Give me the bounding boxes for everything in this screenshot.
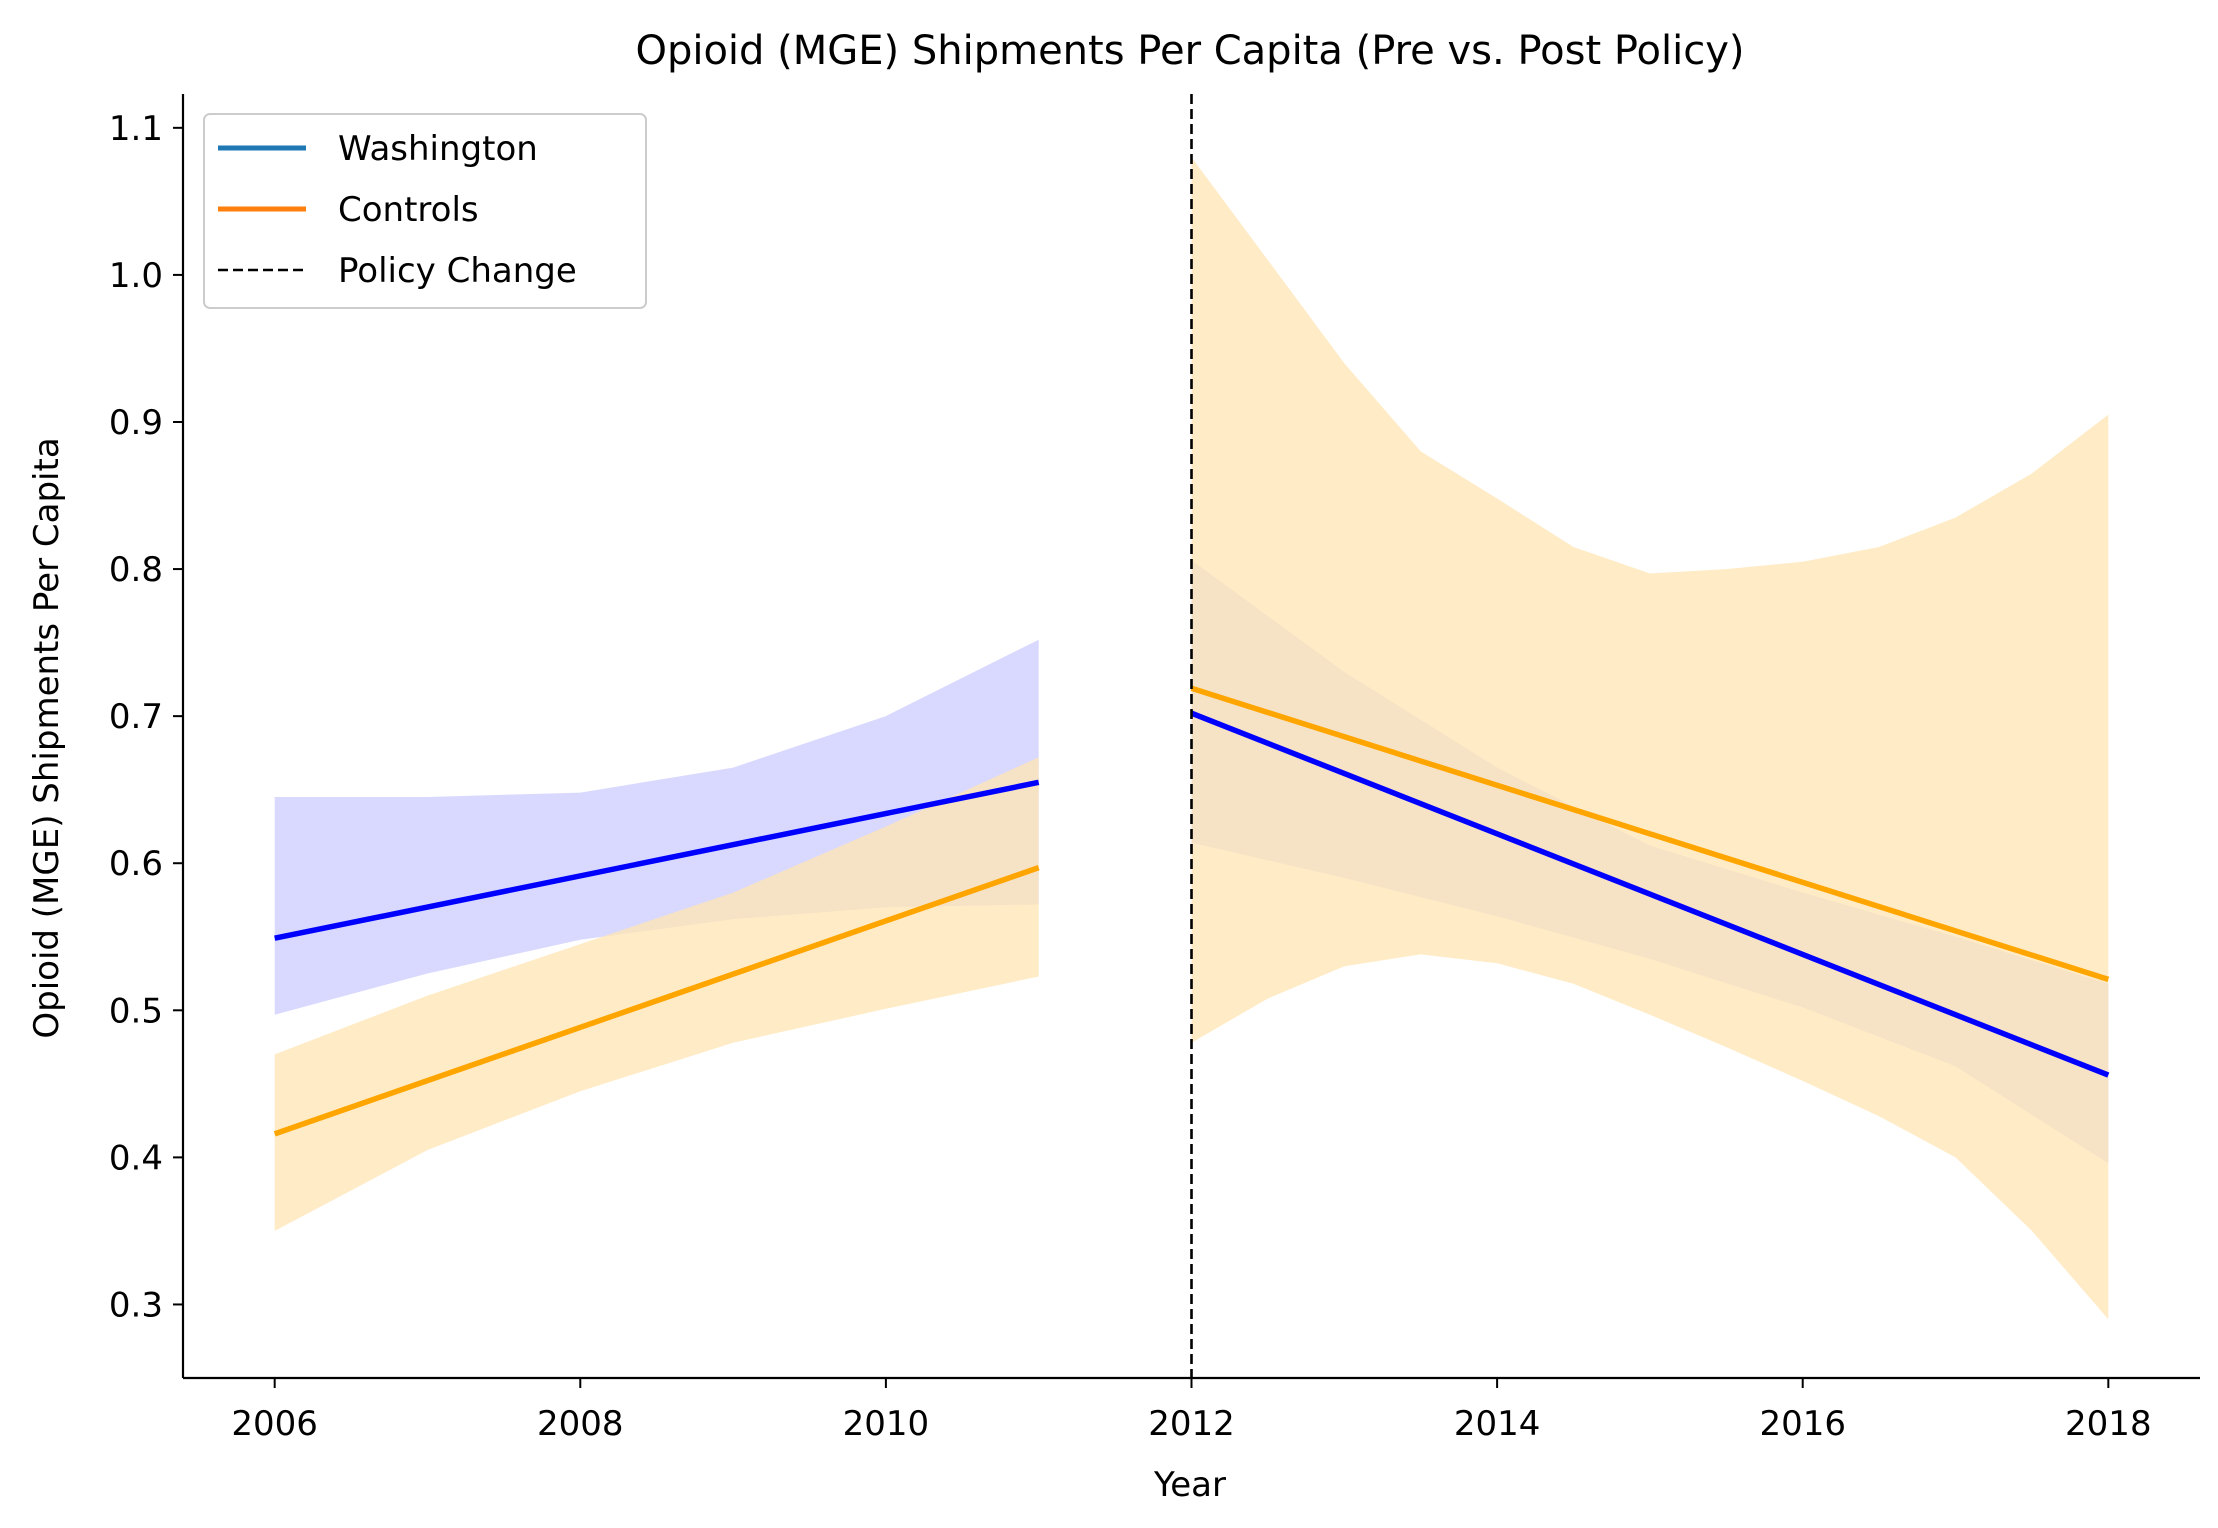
legend-label-policy-change: Policy Change (338, 251, 577, 291)
washington-trend-line-1 (274, 779, 1040, 941)
x-tick-label: 2016 (1759, 1404, 1846, 1444)
x-tick-label: 2010 (843, 1404, 930, 1444)
x-axis-title: Year (1153, 1465, 1226, 1505)
x-tick-label: 2006 (231, 1404, 318, 1444)
confidence-bands (274, 157, 2109, 1320)
y-tick-label: 0.8 (109, 550, 163, 590)
x-tick-label: 2012 (1148, 1404, 1235, 1444)
y-tick-label: 0.5 (109, 991, 163, 1031)
legend-frame (203, 113, 647, 309)
legend: Washington Controls Policy Change (203, 113, 647, 309)
controls-trend-line-2 (1190, 685, 2110, 983)
controls-trend-line-1 (273, 865, 1040, 1137)
y-tick-label: 1.1 (109, 109, 163, 149)
legend-label-controls: Controls (338, 190, 479, 230)
x-tick-label: 2014 (1454, 1404, 1541, 1444)
series-lines (273, 94, 2110, 1378)
chart-title: Opioid (MGE) Shipments Per Capita (Pre v… (635, 28, 1744, 74)
ticks: 2006 2008 2010 2012 2014 2016 2018 0.3 0.4 0.5 0.6… (109, 109, 2152, 1444)
y-tick-label: 0.4 (109, 1138, 163, 1178)
y-tick-label: 0.3 (109, 1285, 163, 1325)
y-tick-label: 0.7 (109, 697, 163, 737)
x-tick-label: 2008 (537, 1404, 624, 1444)
y-tick-label: 0.6 (109, 844, 163, 884)
controls-confidence-band-2 (1191, 157, 2109, 1320)
washington-trend-line-2 (1190, 710, 2110, 1078)
y-tick-label: 1.0 (109, 256, 163, 296)
controls-confidence-band-1 (274, 757, 1039, 1231)
y-tick-label: 0.9 (109, 403, 163, 443)
legend-label-washington: Washington (338, 129, 538, 169)
y-axis-title: Opioid (MGE) Shipments Per Capita (27, 437, 67, 1038)
x-tick-label: 2018 (2065, 1404, 2152, 1444)
washington-confidence-band-1 (274, 639, 1039, 1015)
